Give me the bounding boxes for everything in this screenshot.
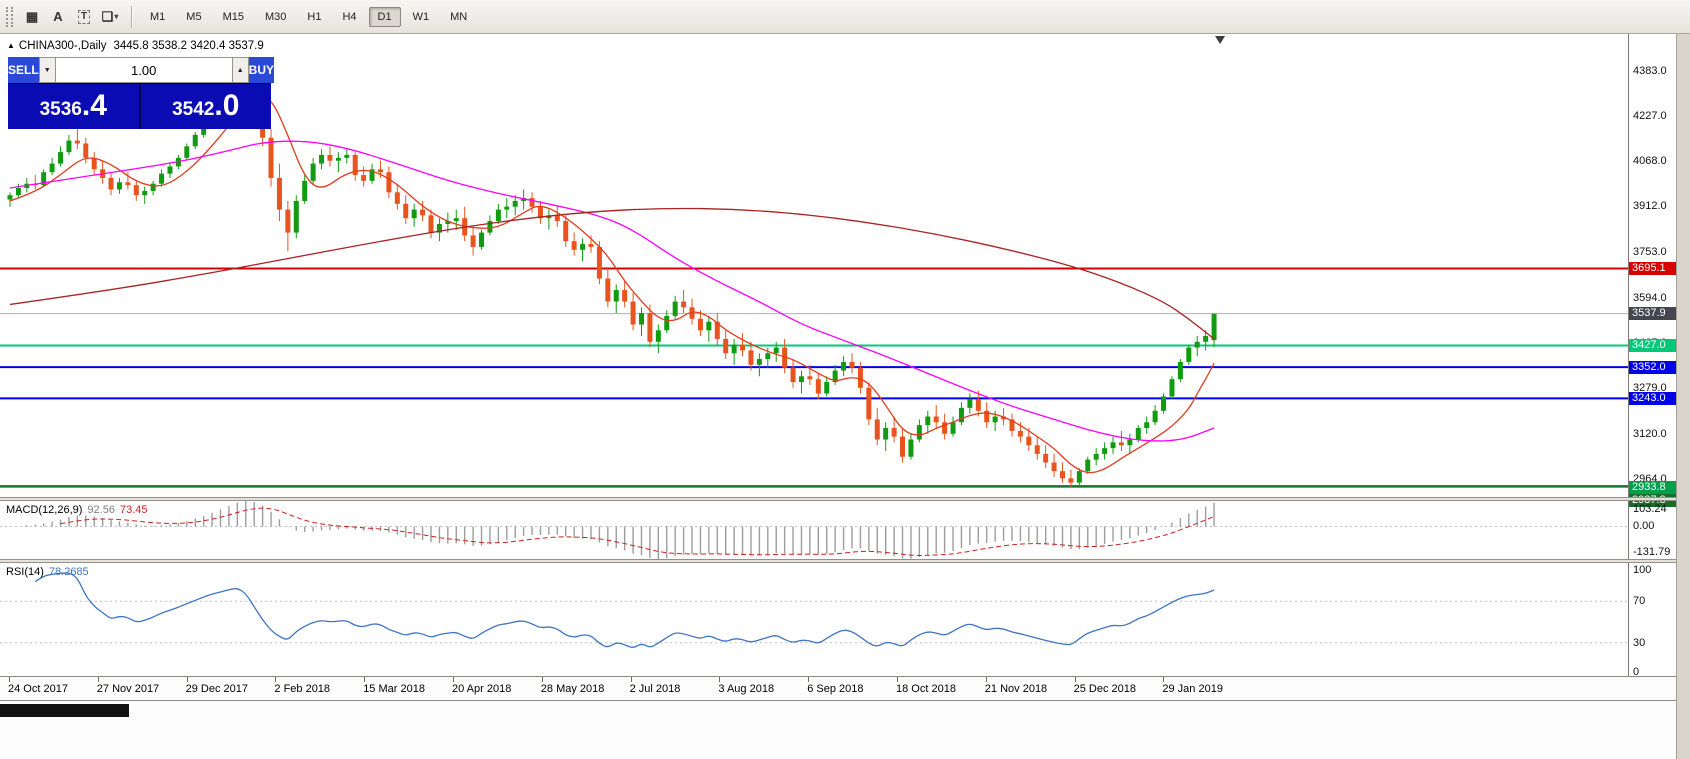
status-bar bbox=[0, 700, 1676, 759]
timeframe-group: M1 M5 M15 M30 H1 H4 D1 W1 MN bbox=[141, 6, 479, 27]
date-label: 27 Nov 2017 bbox=[96, 683, 160, 695]
macd-scale-min: -131.79 bbox=[1633, 546, 1671, 558]
date-label: 2 Feb 2018 bbox=[274, 683, 331, 695]
date-tick bbox=[808, 677, 810, 682]
time-axis[interactable]: 24 Oct 2017 27 Nov 2017 29 Dec 2017 2 Feb 2… bbox=[0, 676, 1676, 700]
buy-price-main: 3542 bbox=[172, 99, 215, 120]
chart-title: ▲ CHINA300-,Daily 3445.8 3538.2 3420.4 353… bbox=[7, 40, 264, 52]
macd-title: MACD(12,26,9) bbox=[6, 504, 83, 516]
text-label-icon[interactable]: T bbox=[72, 5, 96, 29]
buy-price-display[interactable]: 3542.0 bbox=[140, 84, 271, 129]
date-label: 25 Dec 2018 bbox=[1073, 683, 1136, 695]
date-tick bbox=[1074, 677, 1076, 682]
window-edge bbox=[1676, 34, 1690, 759]
timeframe-m1[interactable]: M1 bbox=[150, 10, 166, 23]
date-label: 20 Apr 2018 bbox=[452, 683, 512, 695]
price-scale[interactable] bbox=[1628, 34, 1676, 700]
grid-icon[interactable]: ▦ bbox=[25, 8, 39, 24]
buy-price-fraction: .0 bbox=[214, 89, 240, 122]
sell-price-display[interactable]: 3536.4 bbox=[8, 84, 139, 129]
date-label: 3 Aug 2018 bbox=[718, 683, 775, 695]
chart-tab[interactable] bbox=[0, 704, 129, 717]
buy-button[interactable]: BUY bbox=[248, 57, 275, 83]
rsi-panel-separator[interactable] bbox=[0, 559, 1676, 563]
date-tick bbox=[985, 677, 987, 682]
rsi-title: RSI(14) bbox=[6, 566, 44, 578]
date-label: 29 Jan 2019 bbox=[1162, 683, 1223, 695]
date-tick bbox=[186, 677, 188, 682]
ohlc-values: 3445.8 3538.2 3420.4 3537.9 bbox=[113, 40, 264, 52]
date-label: 2 Jul 2018 bbox=[629, 683, 681, 695]
date-label: 28 May 2018 bbox=[540, 683, 605, 695]
date-label: 24 Oct 2017 bbox=[8, 683, 68, 695]
sell-price-main: 3536 bbox=[39, 99, 82, 120]
date-label: 21 Nov 2018 bbox=[984, 683, 1048, 695]
volume-increase-button[interactable]: ▲ bbox=[231, 57, 249, 83]
date-tick bbox=[275, 677, 277, 682]
volume-control: ▼ ▲ bbox=[38, 57, 249, 83]
date-tick bbox=[719, 677, 721, 682]
macd-panel-separator[interactable] bbox=[0, 497, 1676, 501]
timeframe-h1[interactable]: H1 bbox=[307, 10, 322, 23]
text-cursor-icon[interactable]: A bbox=[53, 9, 63, 24]
date-tick bbox=[453, 677, 454, 682]
sell-button[interactable]: SELL bbox=[8, 57, 39, 83]
date-tick bbox=[630, 677, 632, 682]
sell-price-fraction: .4 bbox=[81, 89, 107, 122]
date-tick bbox=[541, 677, 543, 682]
macd-scale-zero: 0.00 bbox=[1633, 520, 1655, 532]
date-tick bbox=[1163, 677, 1165, 682]
one-click-trading-panel: SELL ▼ ▲ BUY 3536.4 3542.0 bbox=[8, 57, 275, 129]
date-tick bbox=[9, 677, 10, 682]
volume-decrease-button[interactable]: ▼ bbox=[38, 57, 56, 83]
toolbar: ▦ A T ❏ ▾ M1 M5 M15 M30 H1 H4 D1 W1 MN bbox=[0, 0, 1690, 34]
timeframe-h4[interactable]: H4 bbox=[342, 10, 357, 23]
macd-main-value: 92.56 bbox=[87, 504, 115, 516]
toolbar-grip-handle[interactable] bbox=[6, 6, 13, 27]
toolbar-separator bbox=[131, 5, 133, 28]
date-label: 15 Mar 2018 bbox=[363, 683, 425, 695]
date-label: 18 Oct 2018 bbox=[896, 683, 956, 695]
volume-input[interactable] bbox=[55, 57, 232, 83]
rsi-label: RSI(14) 78.2685 bbox=[6, 566, 89, 578]
date-tick bbox=[897, 677, 898, 682]
macd-label: MACD(12,26,9) 92.56 73.45 bbox=[6, 504, 147, 516]
timeframe-m30[interactable]: M30 bbox=[264, 10, 287, 23]
timeframe-m15[interactable]: M15 bbox=[222, 10, 244, 23]
objects-icon[interactable]: ❏ ▾ bbox=[101, 8, 119, 24]
date-tick bbox=[364, 677, 366, 682]
date-label: 29 Dec 2017 bbox=[185, 683, 248, 695]
toolbar-icons: ▦ A T ❏ ▾ bbox=[19, 5, 123, 29]
macd-signal-value: 73.45 bbox=[119, 504, 148, 516]
timeframe-m5[interactable]: M5 bbox=[186, 10, 202, 23]
date-label: 6 Sep 2018 bbox=[807, 683, 864, 695]
subwindow-arrow-icon: ▲ bbox=[7, 41, 15, 50]
price-chart-canvas[interactable] bbox=[0, 0, 1628, 701]
rsi-value: 78.2685 bbox=[48, 566, 89, 578]
symbol-period-label: CHINA300-,Daily bbox=[18, 40, 107, 52]
timeframe-mn[interactable]: MN bbox=[450, 10, 468, 23]
macd-scale-max: 103.24 bbox=[1633, 503, 1667, 515]
timeframe-d1[interactable]: D1 bbox=[368, 6, 401, 27]
date-tick bbox=[97, 677, 99, 682]
timeframe-w1[interactable]: W1 bbox=[412, 10, 430, 23]
